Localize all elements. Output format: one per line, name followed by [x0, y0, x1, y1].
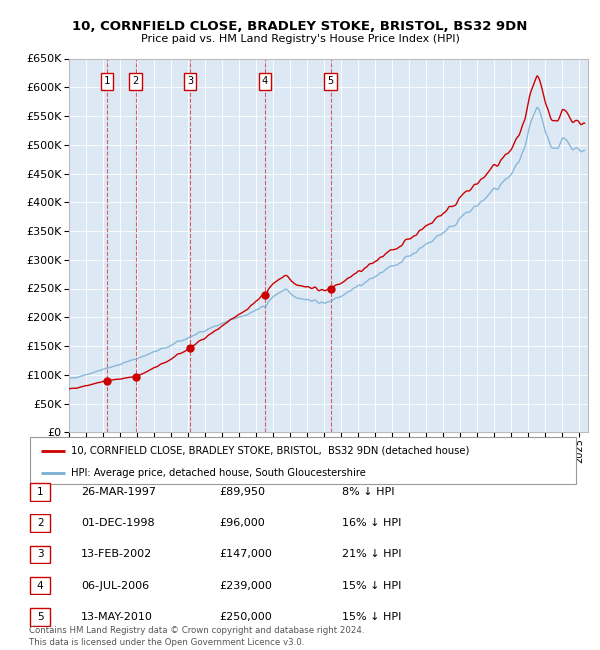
Text: 13-FEB-2002: 13-FEB-2002: [81, 549, 152, 560]
Text: 4: 4: [37, 580, 44, 591]
Text: 10, CORNFIELD CLOSE, BRADLEY STOKE, BRISTOL,  BS32 9DN (detached house): 10, CORNFIELD CLOSE, BRADLEY STOKE, BRIS…: [71, 445, 469, 456]
Text: 06-JUL-2006: 06-JUL-2006: [81, 580, 149, 591]
Text: 1: 1: [104, 77, 110, 86]
FancyBboxPatch shape: [30, 608, 50, 625]
FancyBboxPatch shape: [30, 515, 50, 532]
Text: 26-MAR-1997: 26-MAR-1997: [81, 487, 156, 497]
Text: 3: 3: [187, 77, 193, 86]
Text: HPI: Average price, detached house, South Gloucestershire: HPI: Average price, detached house, Sout…: [71, 468, 366, 478]
Text: 3: 3: [37, 549, 44, 560]
Text: £250,000: £250,000: [219, 612, 272, 622]
Text: £96,000: £96,000: [219, 518, 265, 528]
Text: 8% ↓ HPI: 8% ↓ HPI: [342, 487, 395, 497]
FancyBboxPatch shape: [30, 437, 576, 484]
Text: Price paid vs. HM Land Registry's House Price Index (HPI): Price paid vs. HM Land Registry's House …: [140, 34, 460, 44]
Text: 13-MAY-2010: 13-MAY-2010: [81, 612, 153, 622]
FancyBboxPatch shape: [30, 546, 50, 563]
Text: 21% ↓ HPI: 21% ↓ HPI: [342, 549, 401, 560]
Text: 15% ↓ HPI: 15% ↓ HPI: [342, 612, 401, 622]
Text: 4: 4: [262, 77, 268, 86]
Text: 1: 1: [37, 487, 44, 497]
Text: 16% ↓ HPI: 16% ↓ HPI: [342, 518, 401, 528]
Text: 01-DEC-1998: 01-DEC-1998: [81, 518, 155, 528]
FancyBboxPatch shape: [30, 577, 50, 594]
Text: £239,000: £239,000: [219, 580, 272, 591]
Text: 10, CORNFIELD CLOSE, BRADLEY STOKE, BRISTOL, BS32 9DN: 10, CORNFIELD CLOSE, BRADLEY STOKE, BRIS…: [73, 20, 527, 32]
Text: £147,000: £147,000: [219, 549, 272, 560]
Text: 2: 2: [133, 77, 139, 86]
Text: £89,950: £89,950: [219, 487, 265, 497]
Text: 5: 5: [328, 77, 334, 86]
FancyBboxPatch shape: [30, 483, 50, 500]
Text: 2: 2: [37, 518, 44, 528]
Text: 15% ↓ HPI: 15% ↓ HPI: [342, 580, 401, 591]
Text: Contains HM Land Registry data © Crown copyright and database right 2024.
This d: Contains HM Land Registry data © Crown c…: [29, 626, 364, 647]
Text: 5: 5: [37, 612, 44, 622]
